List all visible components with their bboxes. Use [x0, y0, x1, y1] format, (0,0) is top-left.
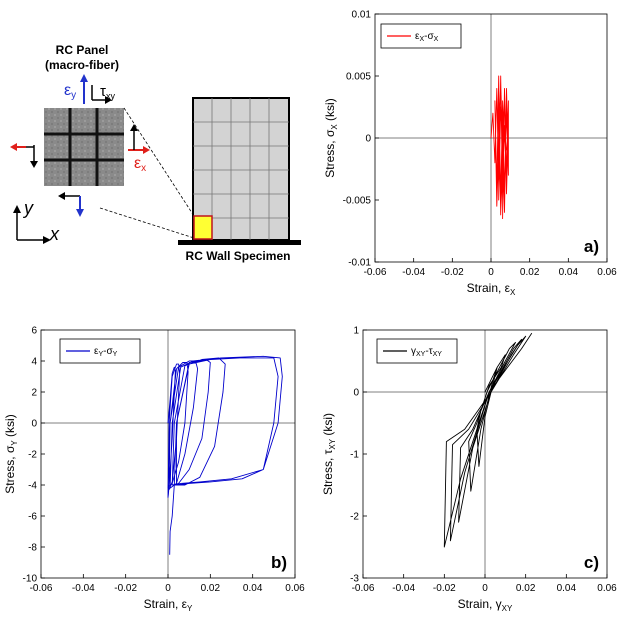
- legend: εY-σY: [59, 338, 141, 364]
- legend-label: γXY-τXY: [411, 346, 442, 358]
- panel-title-line1: RC Panel: [56, 43, 109, 57]
- x-tick-label: 0.02: [520, 267, 540, 278]
- axis-x-arrowhead: [43, 236, 51, 244]
- y-tick-label: 0.005: [346, 72, 371, 83]
- legend: εX-σX: [380, 23, 462, 49]
- y-tick-label: -1: [350, 450, 359, 461]
- y-tick-label: -2: [350, 512, 359, 523]
- legend-label: εY-σY: [94, 346, 118, 358]
- y-tick-label: -3: [350, 574, 359, 585]
- legend: γXY-τXY: [376, 338, 458, 364]
- rc-wall-grid: [193, 98, 289, 240]
- tau-label: τxy: [100, 83, 115, 101]
- y-tick-label: -6: [28, 512, 37, 523]
- x-tick-label: -0.04: [72, 583, 95, 594]
- y-tick-label: -0.01: [348, 258, 371, 269]
- series-line: [490, 75, 509, 220]
- y-tick-label: -0.005: [343, 196, 372, 207]
- y-tick-label: -10: [23, 574, 38, 585]
- y-tick-label: 0: [31, 419, 37, 430]
- y-axis-label: Stress, σY (ksi): [3, 414, 19, 493]
- connector-top: [123, 107, 195, 217]
- y-tick-label: 1: [353, 326, 359, 337]
- bottom-black-arrowhead: [58, 192, 65, 200]
- x-tick-label: 0.04: [557, 583, 577, 594]
- x-axis-label: Strain, εX: [467, 281, 516, 297]
- left-black-arrowhead: [30, 161, 38, 168]
- y-tick-label: 6: [31, 326, 37, 337]
- x-tick-label: 0: [488, 267, 494, 278]
- y-axis-label: Stress, τXY (ksi): [321, 413, 337, 495]
- eps-y-arrowhead: [80, 74, 88, 82]
- y-tick-label: -2: [28, 450, 37, 461]
- series-line: [167, 355, 283, 555]
- y-tick-label: 0: [365, 134, 371, 145]
- left-red-arrowhead: [10, 143, 17, 151]
- wall-label: RC Wall Specimen: [186, 249, 291, 263]
- rc-panel-texture: [44, 108, 124, 186]
- panel-label: c): [584, 553, 599, 572]
- x-tick-label: -0.06: [30, 583, 53, 594]
- bottom-blue-arrowhead: [76, 209, 84, 217]
- x-tick-label: 0.06: [285, 583, 305, 594]
- wall-footing: [178, 240, 301, 245]
- series-line: [443, 332, 533, 548]
- y-tick-label: 4: [31, 357, 37, 368]
- x-tick-label: 0.02: [516, 583, 536, 594]
- legend-label: εX-σX: [415, 31, 439, 43]
- tau-arrowhead: [105, 96, 112, 104]
- x-tick-label: -0.02: [114, 583, 137, 594]
- y-tick-label: 2: [31, 388, 37, 399]
- y-tick-label: 0.01: [352, 10, 372, 21]
- x-tick-label: 0.02: [201, 583, 221, 594]
- x-axis-label: Strain, γXY: [458, 597, 513, 613]
- rc-panel-grid: [44, 108, 124, 186]
- y-axis-label: Stress, σX (ksi): [323, 98, 339, 177]
- axis-x-label: x: [49, 224, 60, 244]
- chart-a: -0.06 -0.04 -0.02 0 0.02 0.04 0.06 -0.01 -0.005 0…: [323, 10, 617, 298]
- chart-b: -0.06 -0.04 -0.02 0 0.02 0.04 0.06 -10 -8 -6 -4 -2 0…: [3, 326, 305, 614]
- y-tick-label: 0: [353, 388, 359, 399]
- x-tick-label: 0.04: [559, 267, 579, 278]
- x-tick-label: 0.06: [597, 267, 617, 278]
- wall-highlight-element: [193, 215, 213, 240]
- x-tick-label: -0.02: [441, 267, 464, 278]
- panel-label: b): [271, 553, 287, 572]
- x-tick-label: -0.04: [392, 583, 415, 594]
- eps-y-label: εy: [64, 82, 76, 101]
- y-tick-label: -4: [28, 481, 37, 492]
- schematic-figure: RC Panel (macro-fiber) εy τxy εx y x: [10, 43, 301, 263]
- x-tick-label: -0.06: [364, 267, 387, 278]
- right-black-arrowhead: [130, 124, 138, 131]
- x-tick-label: -0.04: [402, 267, 425, 278]
- y-tick-label: -8: [28, 543, 37, 554]
- chart-c: -0.06 -0.04 -0.02 0 0.02 0.04 0.06 -3 -2 -1 0 1 Stra…: [321, 326, 617, 614]
- axis-y-arrowhead: [13, 205, 21, 213]
- x-tick-label: -0.02: [433, 583, 456, 594]
- x-tick-label: 0.04: [243, 583, 263, 594]
- right-red-arrowhead: [143, 146, 150, 154]
- panel-label: a): [584, 237, 599, 256]
- x-axis-label: Strain, εY: [144, 597, 193, 613]
- panel-title-line2: (macro-fiber): [45, 58, 119, 72]
- x-tick-label: 0: [165, 583, 171, 594]
- x-tick-label: -0.06: [352, 583, 375, 594]
- connector-bottom: [99, 207, 195, 239]
- axis-y-label: y: [22, 198, 34, 218]
- x-tick-label: 0: [482, 583, 488, 594]
- eps-x-label: εx: [134, 155, 146, 174]
- x-tick-label: 0.06: [597, 583, 617, 594]
